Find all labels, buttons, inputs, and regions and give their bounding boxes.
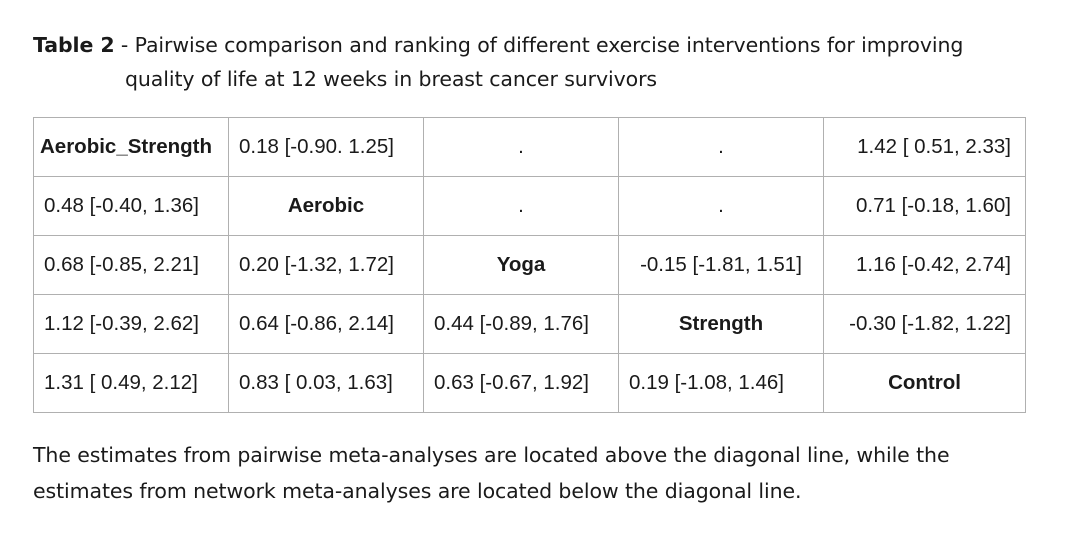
caption-label: Table 2: [33, 33, 115, 57]
table-cell: 0.20 [-1.32, 1.72]: [228, 235, 424, 295]
table-cell: 0.19 [-1.08, 1.46]: [618, 353, 824, 413]
table-cell: 0.68 [-0.85, 2.21]: [33, 235, 229, 295]
table-cell: 1.12 [-0.39, 2.62]: [33, 294, 229, 354]
table-cell: 0.71 [-0.18, 1.60]: [823, 176, 1026, 236]
table-row: 1.12 [-0.39, 2.62] 0.64 [-0.86, 2.14] 0.…: [33, 294, 1026, 354]
table-cell: -0.30 [-1.82, 1.22]: [823, 294, 1026, 354]
table-cell: .: [618, 117, 824, 177]
table-cell: 1.31 [ 0.49, 2.12]: [33, 353, 229, 413]
caption-text-line2: quality of life at 12 weeks in breast ca…: [125, 67, 658, 91]
table-footnote: The estimates from pairwise meta-analyse…: [33, 437, 1043, 509]
table-cell: .: [423, 176, 619, 236]
table-cell: 0.48 [-0.40, 1.36]: [33, 176, 229, 236]
table-cell: 0.18 [-0.90. 1.25]: [228, 117, 424, 177]
table-cell: 0.44 [-0.89, 1.76]: [423, 294, 619, 354]
table-cell: 1.16 [-0.42, 2.74]: [823, 235, 1026, 295]
footnote-line1: The estimates from pairwise meta-analyse…: [33, 443, 950, 467]
table-cell: .: [423, 117, 619, 177]
league-table: Aerobic_Strength 0.18 [-0.90. 1.25] . . …: [33, 117, 1026, 413]
table-cell: 0.63 [-0.67, 1.92]: [423, 353, 619, 413]
diagonal-cell-strength: Strength: [618, 294, 824, 354]
table-cell: 0.64 [-0.86, 2.14]: [228, 294, 424, 354]
table-row: 0.68 [-0.85, 2.21] 0.20 [-1.32, 1.72] Yo…: [33, 235, 1026, 295]
table-cell: -0.15 [-1.81, 1.51]: [618, 235, 824, 295]
diagonal-cell-aerobic-strength: Aerobic_Strength: [33, 117, 229, 177]
diagonal-cell-yoga: Yoga: [423, 235, 619, 295]
table-cell: 1.42 [ 0.51, 2.33]: [823, 117, 1026, 177]
table-caption: Table 2 - Pairwise comparison and rankin…: [33, 28, 1033, 96]
table-row: Aerobic_Strength 0.18 [-0.90. 1.25] . . …: [33, 117, 1026, 177]
table-row: 0.48 [-0.40, 1.36] Aerobic . . 0.71 [-0.…: [33, 176, 1026, 236]
caption-text-line1: Pairwise comparison and ranking of diffe…: [134, 33, 964, 57]
caption-separator: -: [114, 33, 135, 57]
footnote-line2: estimates from network meta-analyses are…: [33, 479, 802, 503]
diagonal-cell-control: Control: [823, 353, 1026, 413]
table-row: 1.31 [ 0.49, 2.12] 0.83 [ 0.03, 1.63] 0.…: [33, 353, 1026, 413]
diagonal-cell-aerobic: Aerobic: [228, 176, 424, 236]
table-cell: .: [618, 176, 824, 236]
table-cell: 0.83 [ 0.03, 1.63]: [228, 353, 424, 413]
